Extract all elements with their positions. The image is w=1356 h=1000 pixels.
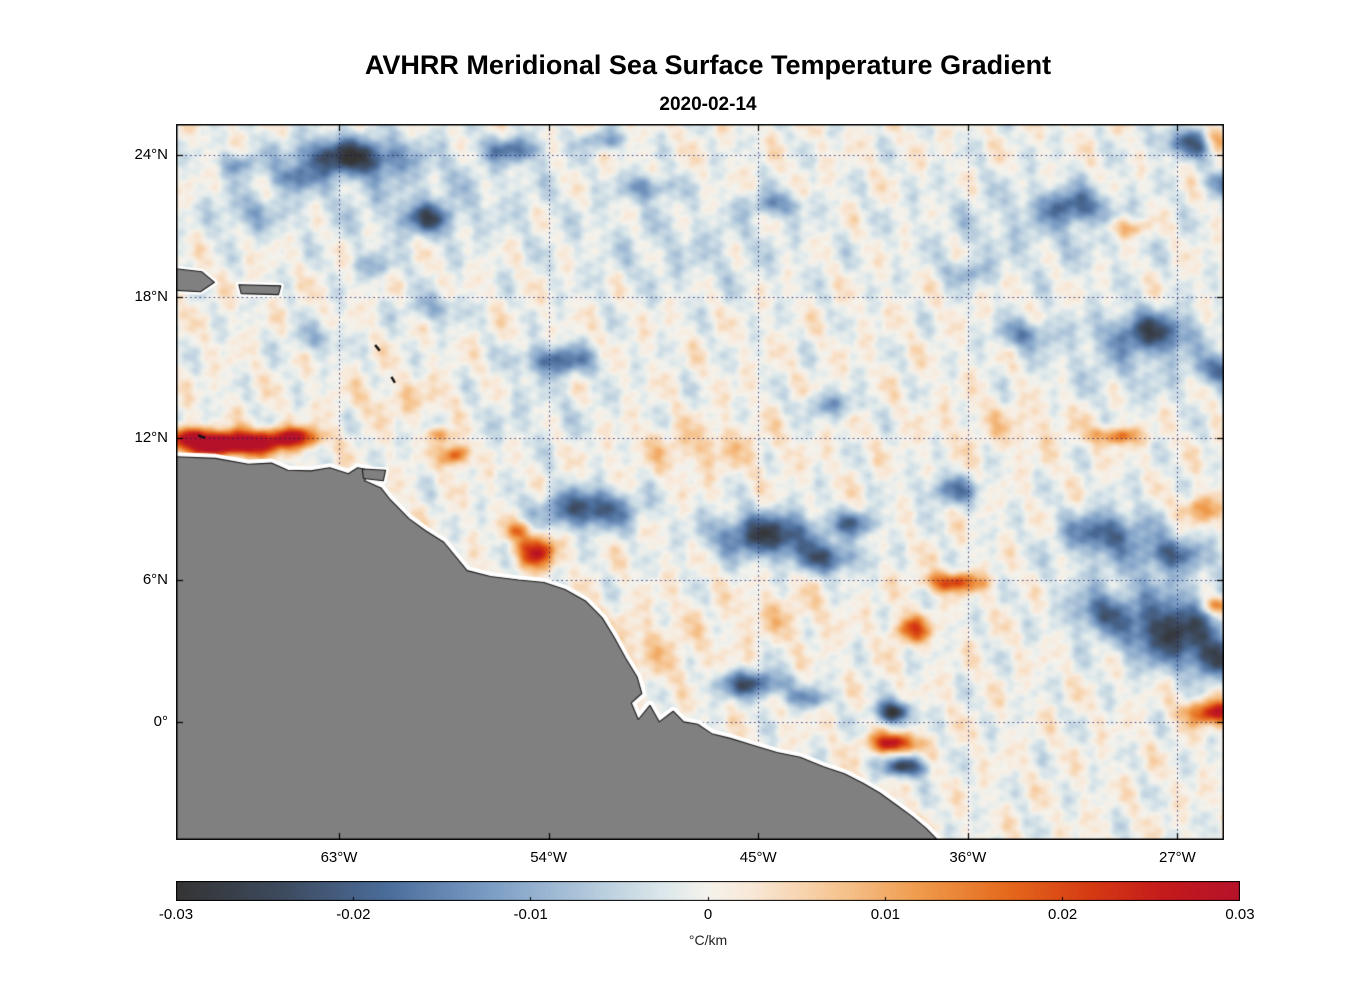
colorbar-tick-label: -0.01 (513, 906, 548, 923)
colorbar-tick-label: 0 (703, 906, 713, 923)
x-tick-label: 63°W (320, 849, 358, 866)
map-plot-area (176, 124, 1224, 840)
y-tick-label: 18°N (134, 287, 168, 305)
y-tick-label: 0° (153, 712, 168, 730)
colorbar-tick-label: -0.03 (158, 906, 194, 923)
colorbar (176, 881, 1240, 901)
x-tick-label: 27°W (1159, 849, 1196, 866)
y-tick-label: 24°N (134, 145, 168, 163)
colorbar-tick-label: 0.02 (1048, 906, 1078, 923)
chart-subtitle: 2020-02-14 (659, 94, 757, 115)
chart-title: AVHRR Meridional Sea Surface Temperature… (364, 50, 1052, 80)
x-tick-label: 36°W (949, 849, 987, 866)
colorbar-tick-label: -0.02 (336, 906, 371, 923)
colorbar-tick-label: 0.03 (1225, 906, 1255, 923)
colorbar-tick-label: 0.01 (870, 906, 900, 923)
y-tick-label: 6°N (142, 571, 168, 589)
colorbar-unit-label: °C/km (688, 932, 728, 948)
x-tick-label: 45°W (739, 849, 777, 866)
x-tick-label: 54°W (530, 849, 568, 866)
y-tick-label: 12°N (134, 429, 168, 447)
sst-gradient-heatmap (176, 124, 1224, 840)
